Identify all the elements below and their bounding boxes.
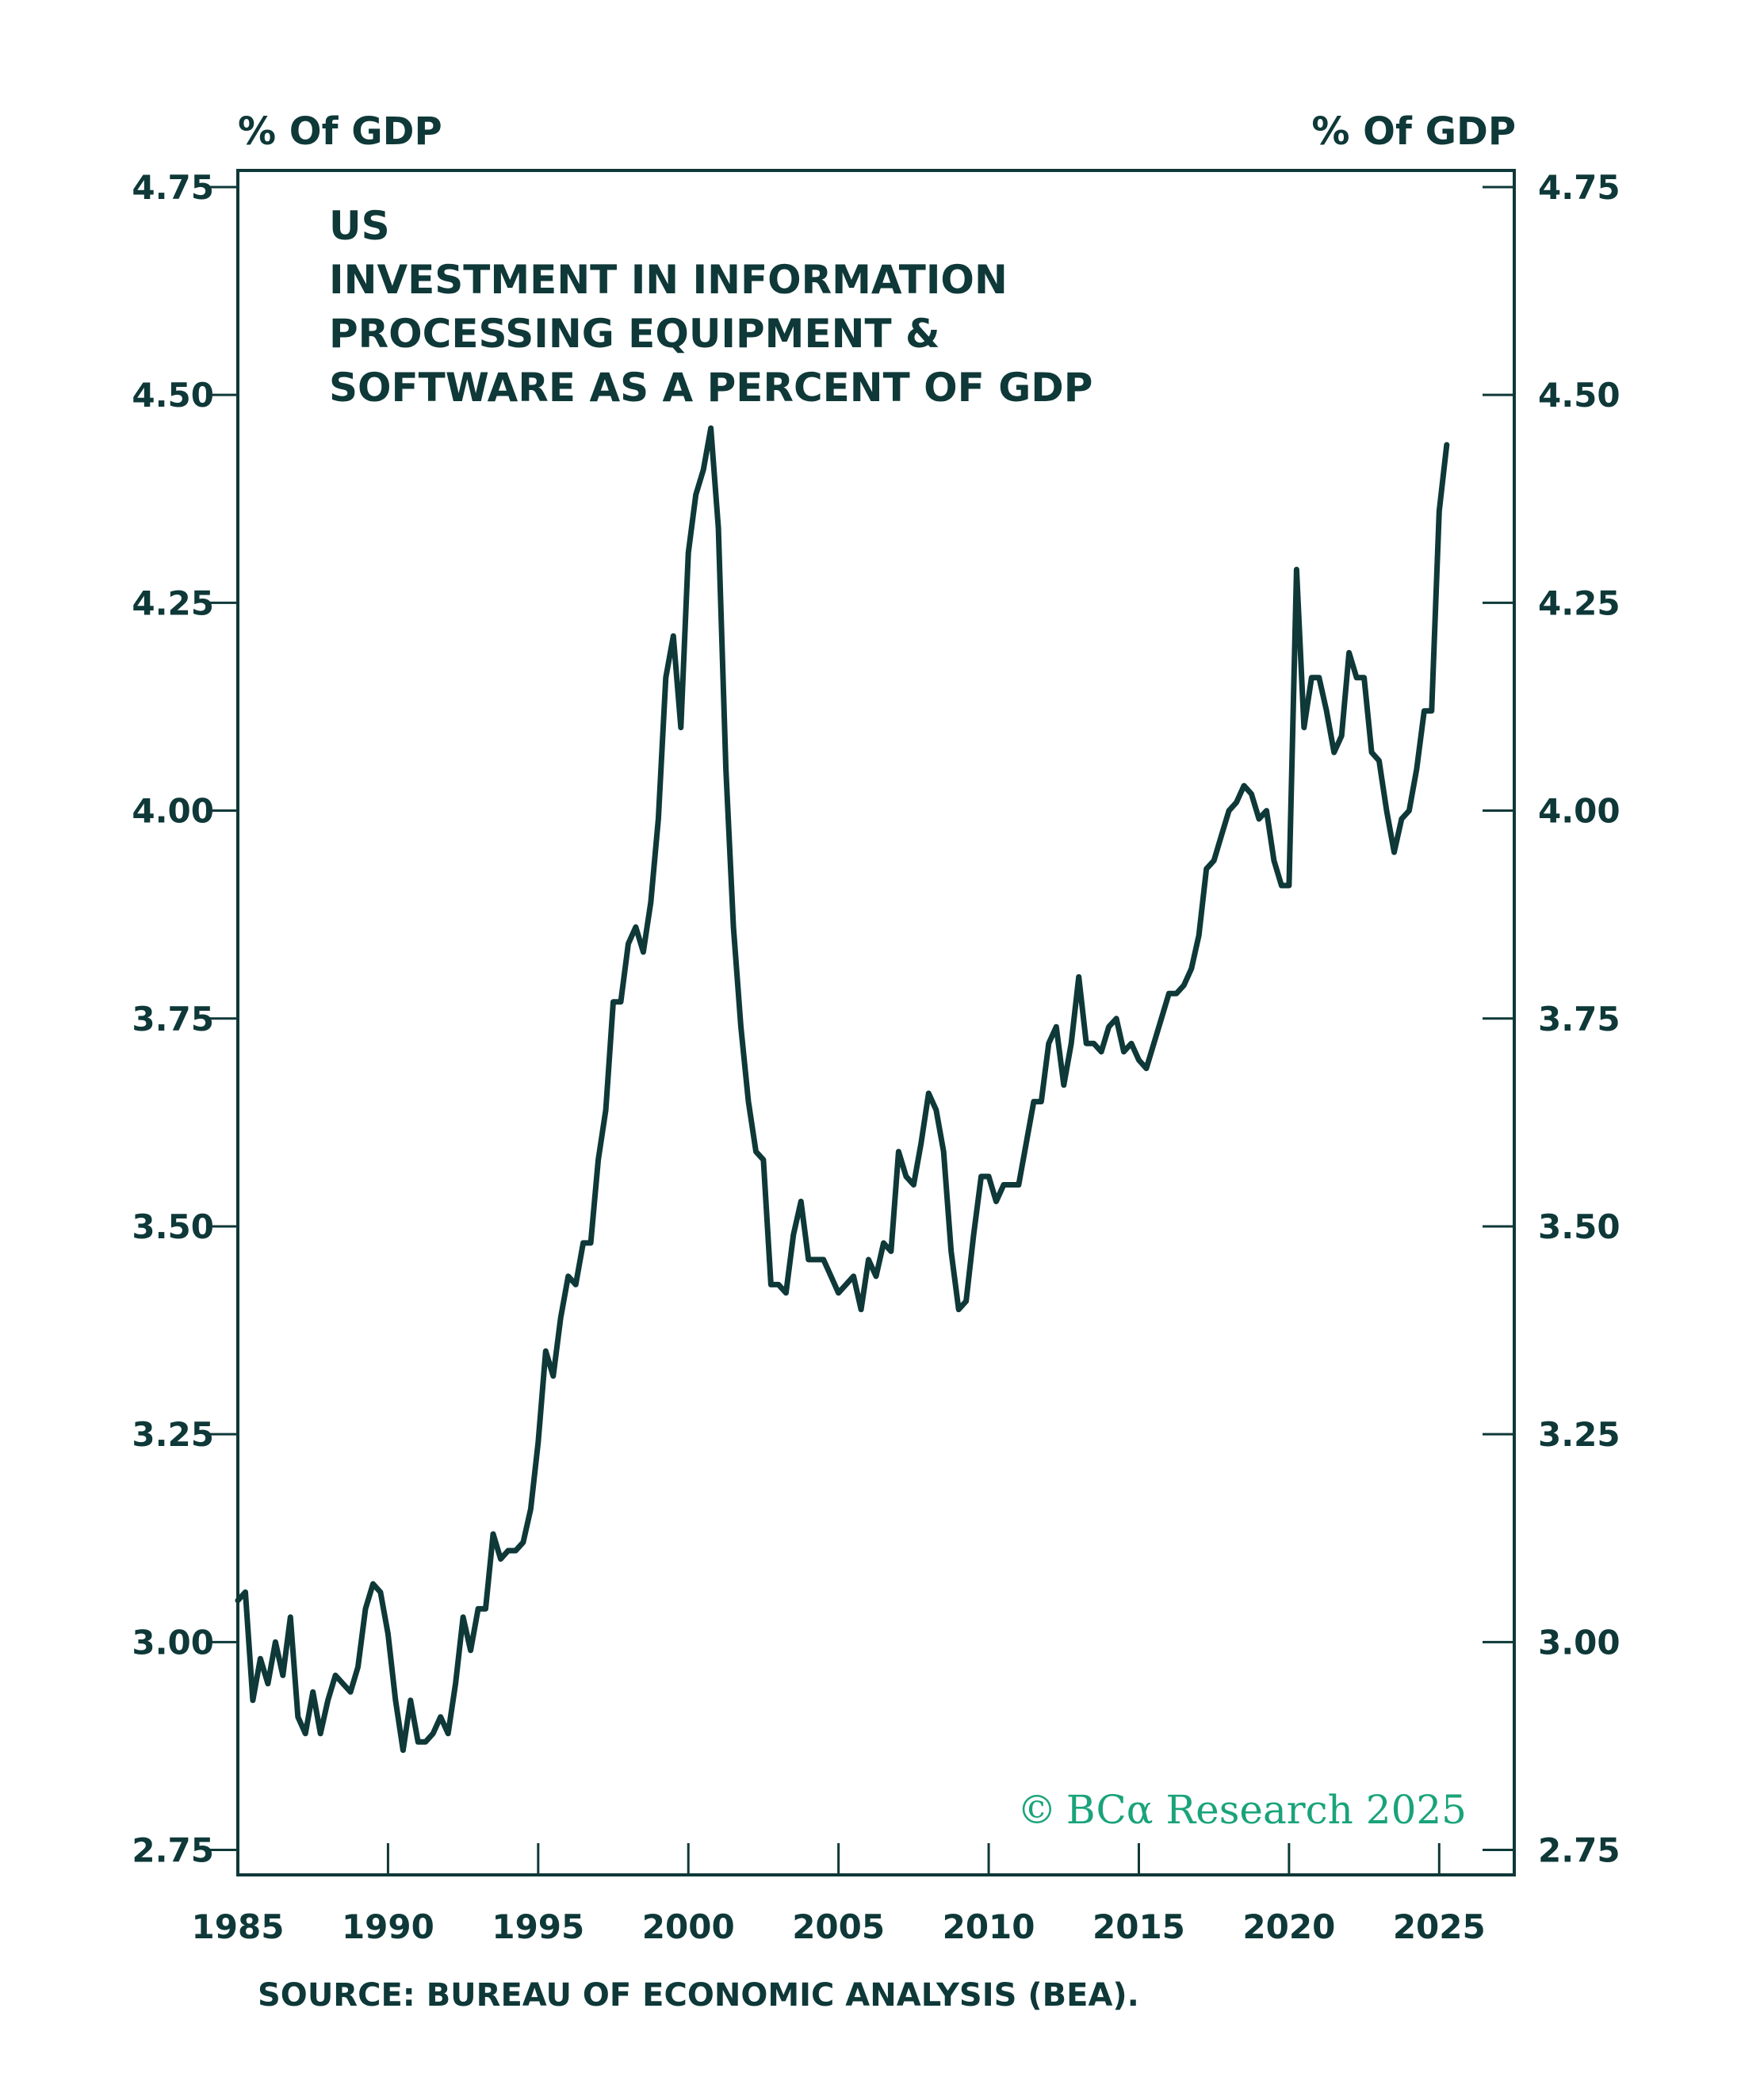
y-tick-label-left: 4.00: [132, 792, 214, 831]
x-tick-label: 2000: [642, 1907, 735, 1946]
x-tick-label: 2025: [1393, 1907, 1486, 1946]
y-tick-label-right: 4.25: [1538, 583, 1621, 622]
y-axis-label-right: % Of GDP: [1311, 109, 1516, 154]
y-tick-label-right: 3.25: [1538, 1415, 1621, 1454]
copyright-rest: Research 2025: [1154, 1787, 1467, 1833]
y-tick-label-left: 4.25: [132, 583, 214, 622]
y-tick-label-right: 3.50: [1538, 1207, 1621, 1246]
x-tick-label: 1990: [342, 1907, 434, 1946]
y-tick-label-right: 2.75: [1538, 1831, 1621, 1870]
copyright-notice: © BCα Research 2025: [1017, 1787, 1467, 1833]
y-tick-label-right: 4.00: [1538, 792, 1621, 831]
y-axis-right: 2.75 3.00 3.25 3.50 3.75 4.00 4.25 4.50 4.75: [1483, 168, 1621, 1870]
y-axis-left: 2.75 3.00 3.25 3.50 3.75 4.00 4.25 4.50 4.75: [132, 168, 238, 1870]
y-tick-label-right: 4.75: [1538, 168, 1621, 207]
source-note: SOURCE: BUREAU OF ECONOMIC ANALYSIS (BEA…: [258, 1977, 1139, 2014]
series-line: [235, 425, 1450, 1754]
x-axis: 1985 1990 1995 2000 2005 2010 2015 2020 2025: [192, 1843, 1486, 1946]
y-tick-label-left: 3.50: [132, 1207, 214, 1246]
y-tick-label-right: 3.00: [1538, 1623, 1621, 1662]
x-tick-label: 2015: [1092, 1907, 1185, 1946]
y-tick-label-left: 2.75: [132, 1831, 214, 1870]
x-tick-label: 1995: [492, 1907, 584, 1946]
chart-title-line: INVESTMENT IN INFORMATION: [329, 257, 1008, 303]
chart-title-line: PROCESSING EQUIPMENT &: [329, 311, 940, 357]
x-tick-label: 1985: [192, 1907, 285, 1946]
y-tick-label-left: 4.50: [132, 376, 214, 415]
chart-title: US INVESTMENT IN INFORMATION PROCESSING …: [329, 203, 1092, 411]
chart-title-line: US: [329, 203, 390, 249]
x-tick-label: 2005: [792, 1907, 885, 1946]
copyright-symbol: ©: [1017, 1787, 1057, 1833]
copyright-alpha: α: [1127, 1787, 1154, 1833]
y-tick-label-right: 4.50: [1538, 376, 1621, 415]
y-tick-label-left: 3.25: [132, 1415, 214, 1454]
y-tick-label-left: 3.75: [132, 1000, 214, 1039]
plot-frame: [236, 169, 1516, 1876]
x-tick-label: 2010: [943, 1907, 1035, 1946]
y-tick-label-right: 3.75: [1538, 1000, 1621, 1039]
x-tick-label: 2020: [1242, 1907, 1335, 1946]
y-axis-label-left: % Of GDP: [238, 109, 442, 154]
y-tick-label-left: 3.00: [132, 1623, 214, 1662]
chart-title-line: SOFTWARE AS A PERCENT OF GDP: [329, 365, 1092, 411]
copyright-brand: BC: [1066, 1787, 1127, 1833]
y-tick-label-left: 4.75: [132, 168, 214, 207]
